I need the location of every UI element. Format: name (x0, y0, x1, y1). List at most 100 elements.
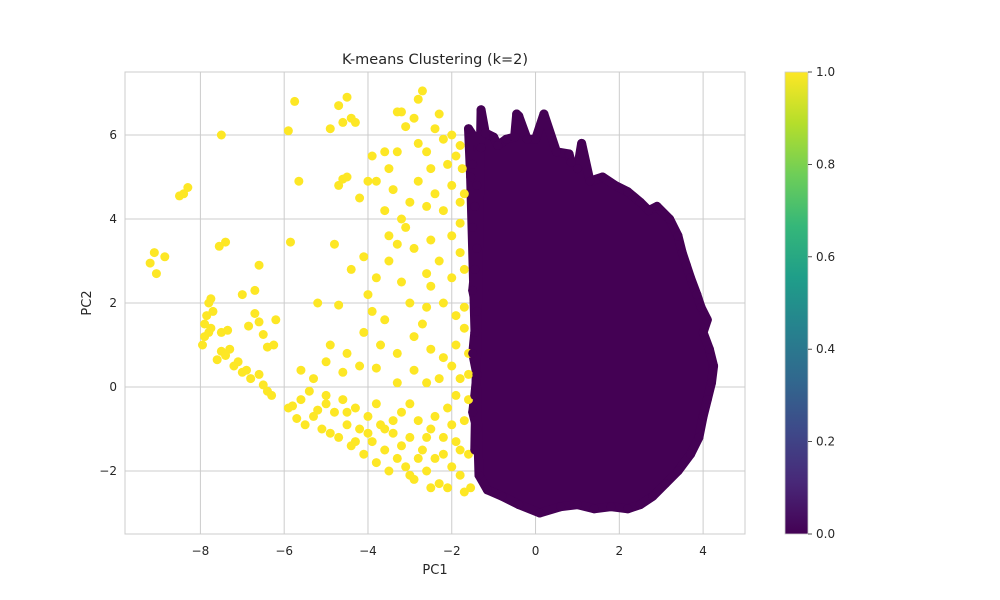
chart-title: K-means Clustering (k=2) (342, 52, 528, 68)
scatter-point-cluster-1 (405, 399, 415, 409)
scatter-point-cluster-1 (325, 340, 335, 350)
scatter-point-cluster-1 (334, 101, 344, 111)
scatter-point-cluster-1 (438, 449, 448, 459)
scatter-point-cluster-1 (246, 374, 256, 384)
scatter-point-cluster-1 (241, 365, 251, 375)
scatter-point-cluster-0 (468, 222, 478, 232)
scatter-point-cluster-1 (459, 416, 469, 426)
x-tick-label: −6 (275, 544, 293, 558)
scatter-point-cluster-1 (198, 340, 207, 350)
scatter-point-cluster-1 (417, 445, 427, 455)
scatter-point-cluster-1 (426, 424, 436, 434)
scatter-point-cluster-1 (447, 462, 457, 472)
y-tick-label: −2 (99, 464, 117, 478)
y-tick-label: 0 (109, 380, 117, 394)
scatter-point-cluster-1 (455, 141, 465, 150)
scatter-point-cluster-1 (338, 367, 348, 377)
scatter-point-cluster-1 (455, 470, 465, 480)
scatter-point-cluster-0 (704, 344, 714, 354)
colorbar-tick-label: 0.6 (816, 250, 835, 264)
scatter-point-cluster-1 (342, 172, 352, 182)
scatter-point-cluster-1 (413, 416, 423, 426)
scatter-point-cluster-1 (447, 361, 457, 371)
scatter-point-cluster-1 (438, 353, 448, 363)
scatter-point-cluster-1 (296, 365, 306, 375)
colorbar-tick-label: 0.4 (816, 342, 835, 356)
scatter-point-cluster-0 (501, 134, 511, 144)
scatter-point-cluster-1 (438, 298, 448, 308)
scatter-point-cluster-0 (648, 491, 658, 501)
scatter-point-cluster-1 (392, 147, 402, 157)
scatter-point-cluster-1 (216, 130, 226, 140)
scatter-point-cluster-0 (470, 390, 480, 400)
scatter-point-cluster-1 (367, 151, 377, 161)
scatter-point-cluster-1 (367, 437, 377, 447)
x-tick-label: 4 (699, 544, 707, 558)
scatter-point-cluster-1 (313, 405, 323, 415)
scatter-point-cluster-0 (572, 164, 582, 174)
scatter-point-cluster-1 (151, 269, 161, 279)
scatter-point-cluster-0 (566, 157, 576, 167)
y-axis-ticks: −2 0 2 4 6 (99, 128, 117, 478)
scatter-point-cluster-0 (464, 124, 474, 134)
scatter-point-cluster-0 (696, 302, 706, 312)
scatter-point-cluster-1 (329, 407, 339, 417)
scatter-point-cluster-1 (384, 231, 394, 241)
colorbar-tick-label: 0.0 (816, 527, 835, 541)
scatter-point-cluster-1 (288, 401, 298, 411)
scatter-point-cluster-0 (522, 134, 532, 144)
plot-frame (124, 71, 746, 535)
y-tick-label: 6 (109, 128, 117, 142)
scatter-point-cluster-1 (455, 197, 465, 207)
colorbar-ticks: 0.0 0.2 0.4 0.6 0.8 1.0 (808, 65, 835, 541)
scatter-point-cluster-0 (480, 128, 490, 138)
scatter-point-cluster-1 (254, 369, 264, 379)
scatter-point-cluster-0 (572, 500, 582, 510)
y-axis-label: PC2 (80, 290, 95, 315)
scatter-point-cluster-1 (342, 420, 352, 430)
scatter-point-cluster-0 (556, 502, 566, 512)
scatter-point-cluster-1 (363, 428, 373, 438)
scatter-point-cluster-1 (363, 290, 373, 300)
scatter-point-cluster-0 (702, 315, 712, 325)
scatter-point-cluster-0 (709, 361, 719, 371)
scatter-point-cluster-1 (233, 357, 243, 367)
scatter-point-cluster-0 (539, 109, 549, 119)
scatter-point-cluster-0 (468, 407, 478, 417)
scatter-point-cluster-1 (254, 317, 264, 327)
scatter-point-cluster-1 (443, 403, 453, 413)
scatter-point-cluster-1 (438, 206, 448, 216)
scatter-point-cluster-1 (451, 151, 461, 161)
scatter-point-cluster-1 (346, 264, 356, 274)
scatter-point-cluster-0 (472, 306, 482, 316)
scatter-point-cluster-1 (447, 420, 457, 430)
scatter-point-cluster-0 (665, 214, 675, 224)
scatter-point-cluster-0 (706, 378, 716, 388)
scatter-point-cluster-1 (438, 432, 448, 442)
scatter-point-cluster-1 (309, 374, 319, 384)
scatter-point-cluster-1 (325, 124, 335, 134)
scatter-point-cluster-1 (401, 222, 411, 232)
scatter-point-cluster-1 (384, 164, 394, 174)
scatter-point-cluster-0 (531, 134, 541, 144)
scatter-point-cluster-1 (160, 252, 170, 262)
scatter-point-cluster-1 (451, 437, 461, 447)
scatter-point-cluster-0 (466, 172, 476, 182)
scatter-point-cluster-1 (422, 147, 432, 157)
scatter-point-cluster-0 (686, 273, 696, 283)
scatter-point-cluster-1 (426, 235, 436, 245)
colorbar-tick-label: 0.8 (816, 157, 835, 171)
scatter-point-cluster-0 (660, 479, 670, 489)
scatter-point-cluster-1 (434, 479, 444, 489)
scatter-point-cluster-1 (447, 180, 457, 190)
scatter-point-cluster-1 (363, 176, 373, 186)
scatter-point-cluster-0 (598, 172, 608, 182)
scatter-point-cluster-1 (269, 340, 279, 350)
scatter-point-cluster-1 (285, 237, 295, 247)
scatter-point-cluster-0 (702, 395, 712, 405)
scatter-point-cluster-1 (430, 124, 440, 134)
scatter-point-cluster-1 (443, 483, 453, 493)
scatter-point-cluster-1 (459, 323, 469, 333)
scatter-point-cluster-1 (388, 185, 398, 195)
